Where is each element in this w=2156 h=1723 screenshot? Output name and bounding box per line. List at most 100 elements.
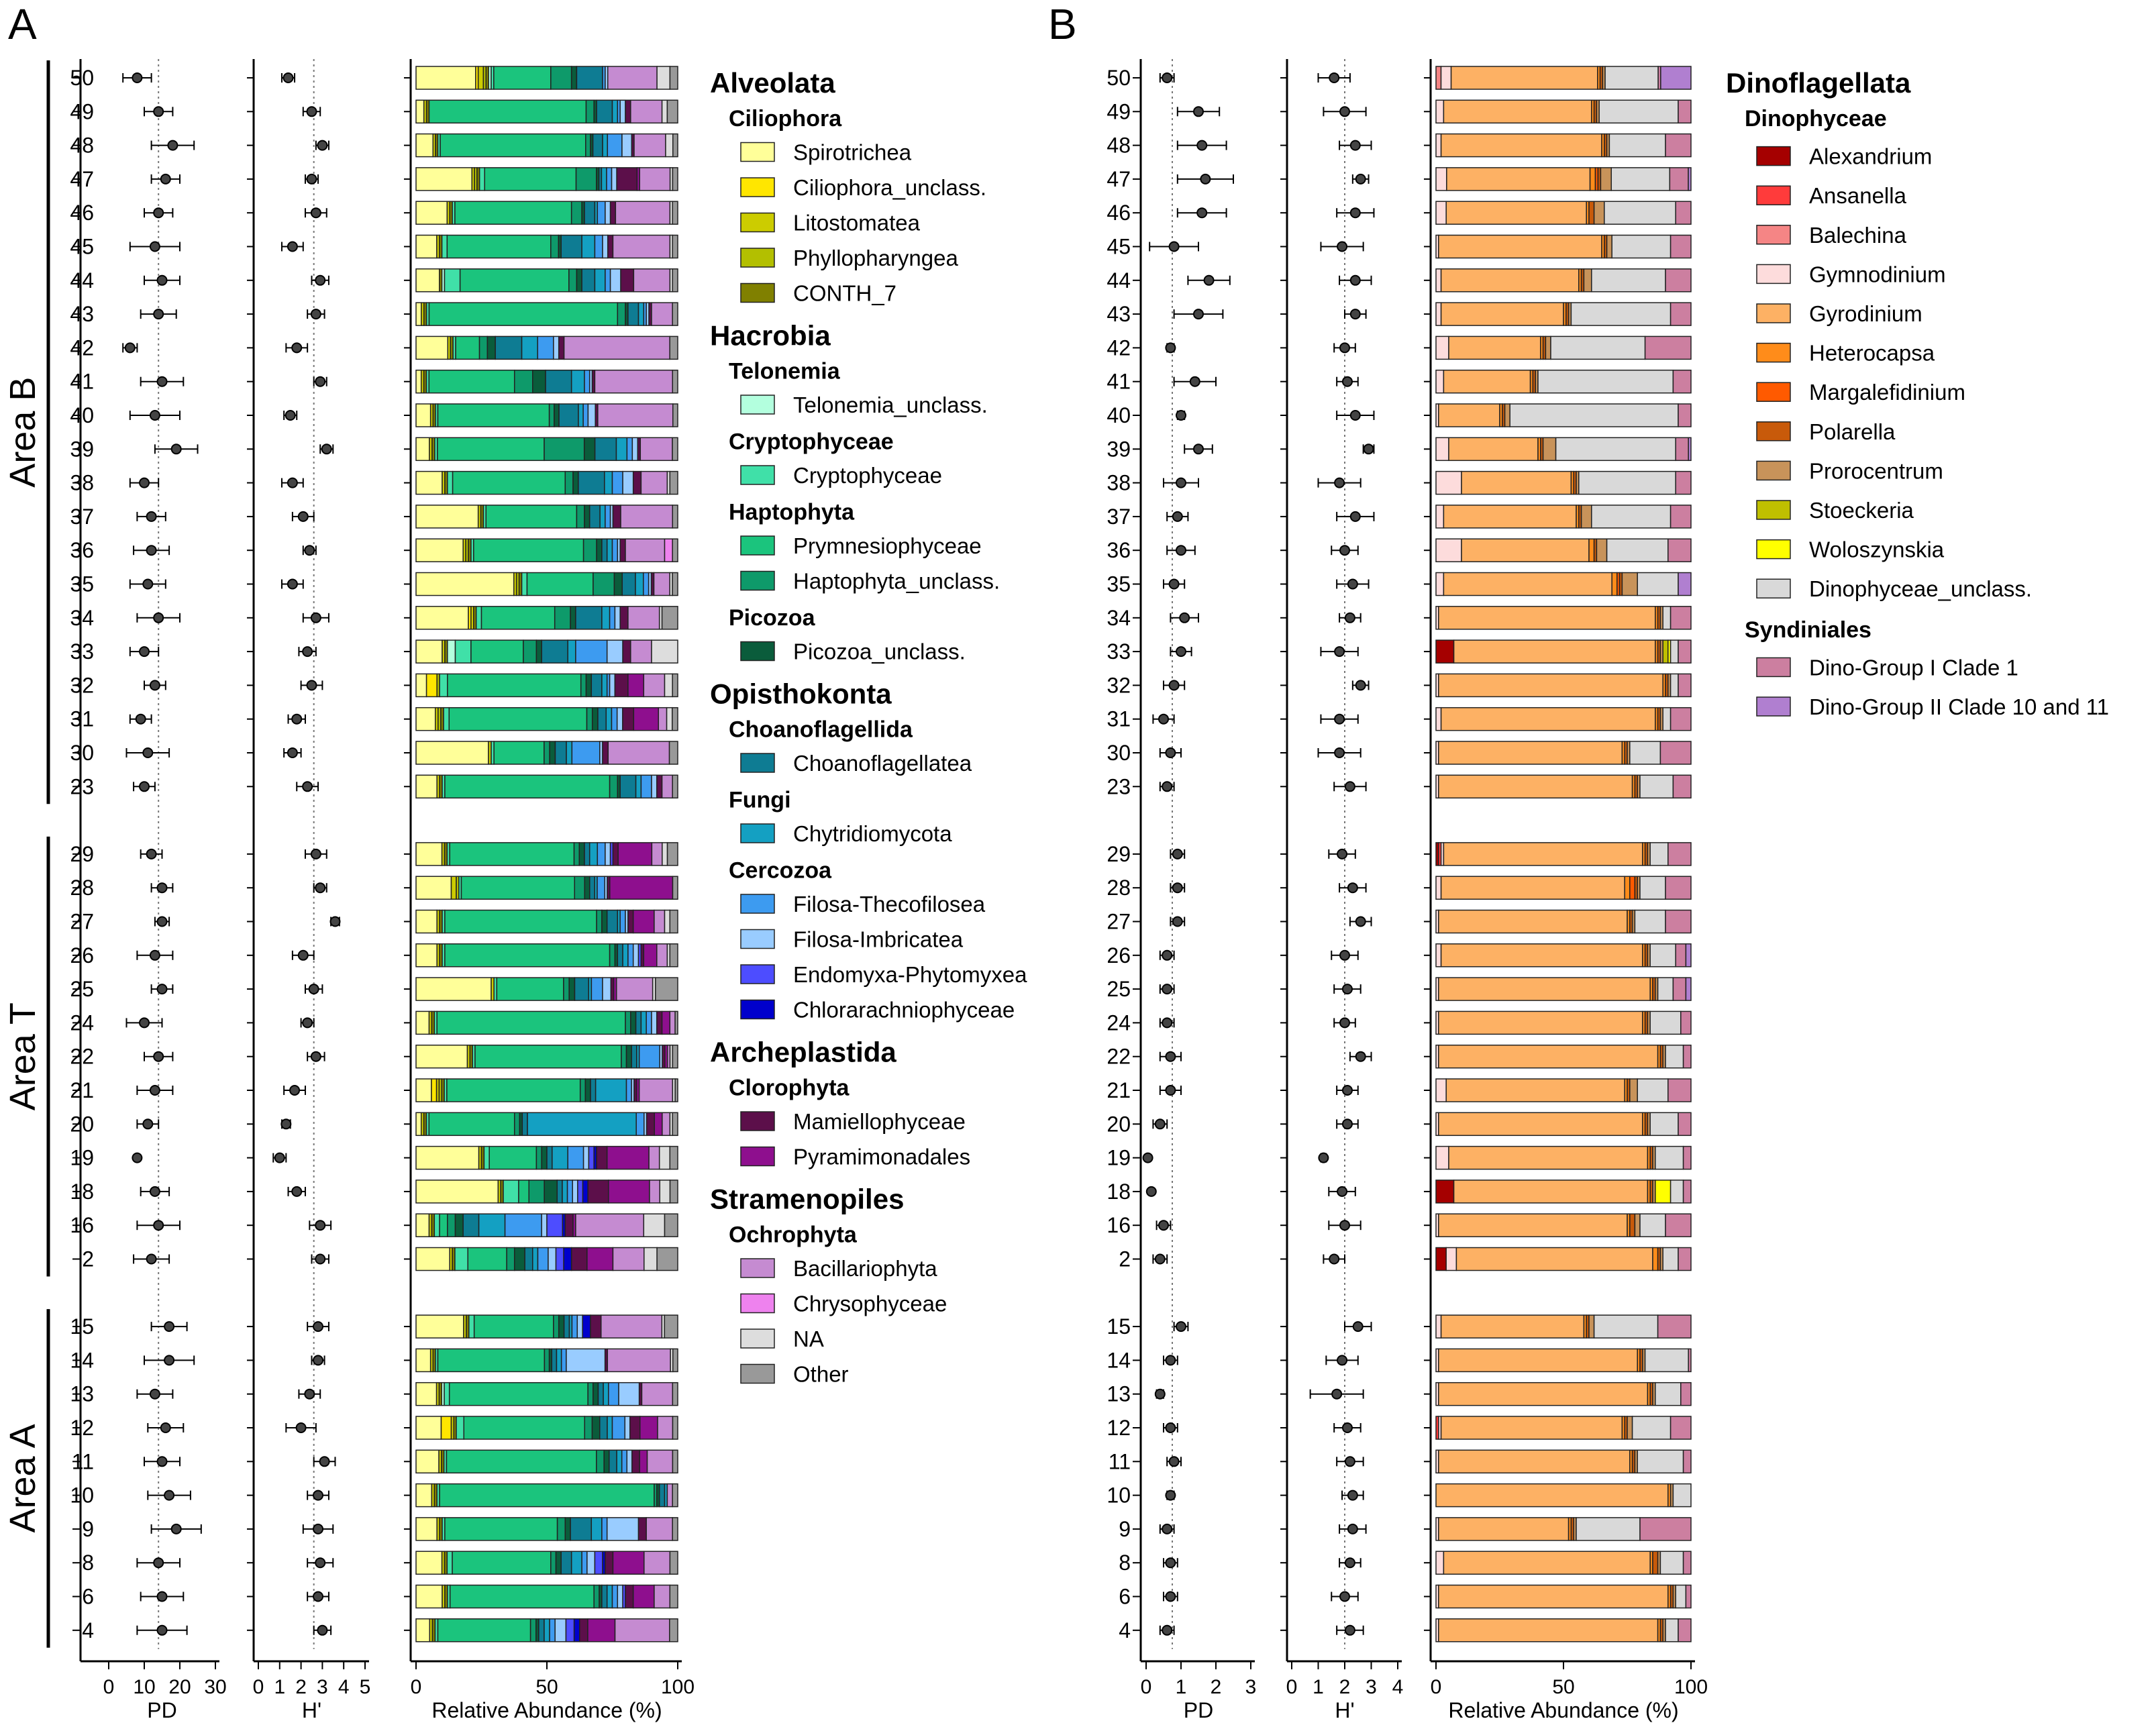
legend-swatch: [740, 964, 775, 984]
abundance-segment: [489, 1145, 537, 1170]
legend-entry-label: Woloszynskia: [1809, 537, 1945, 562]
abundance-segment: [1670, 1180, 1684, 1204]
abundance-segment: [541, 639, 568, 664]
abundance-segment: [576, 1314, 583, 1339]
pd-point: [132, 1152, 143, 1163]
abundance-segment: [496, 977, 564, 1001]
abundance-segment: [415, 1010, 430, 1035]
abundance-segment: [415, 1517, 438, 1541]
abundance-segment: [590, 1078, 597, 1102]
legend-swatch: [1756, 185, 1791, 205]
abundance-segment: [415, 99, 425, 124]
abundance-segment: [503, 1180, 519, 1204]
abundance-segment: [604, 470, 613, 495]
abundance-segment: [415, 268, 440, 293]
abundance-segment: [527, 1112, 637, 1137]
abundance-segment: [620, 268, 635, 293]
abundance-segment: [575, 639, 608, 664]
abundance-segment: [582, 1314, 591, 1339]
pd-point: [153, 207, 164, 219]
h-point: [306, 680, 317, 691]
abundance-segment: [614, 673, 629, 698]
abundance-segment: [669, 1180, 678, 1204]
abundance-segment: [595, 1078, 627, 1102]
abundance-segment: [513, 369, 533, 394]
abundance-segment: [674, 1078, 678, 1102]
abundance-segment: [1443, 369, 1531, 394]
abundance-segment: [415, 741, 489, 765]
abundance-segment: [1678, 99, 1692, 124]
legend-entry-label: Filosa-Imbricatea: [793, 927, 964, 952]
h-point: [1352, 1321, 1364, 1333]
abundance-segment: [1644, 1348, 1689, 1373]
abundance-segment: [1665, 1618, 1679, 1642]
row-label: 34: [1107, 606, 1131, 630]
abundance-segment: [661, 774, 673, 799]
abundance-segment: [607, 741, 670, 765]
abundance-segment: [609, 673, 616, 698]
abundance-segment: [1435, 1483, 1669, 1508]
abundance-segment: [1678, 1618, 1692, 1642]
pd-point: [1142, 1152, 1153, 1163]
abundance-segment: [672, 1517, 678, 1541]
legend-entry-label: Dino-Group I Clade 1: [1809, 655, 2018, 680]
row-label: 46: [1107, 201, 1131, 225]
abundance-segment: [556, 1180, 563, 1204]
h-point: [315, 1220, 326, 1231]
area-label: Area A: [3, 1424, 43, 1532]
abundance-segment: [627, 909, 634, 934]
abundance-segment: [597, 201, 606, 225]
abundance-segment: [672, 1381, 678, 1406]
pd-point: [1165, 1490, 1176, 1501]
abundance-segment: [626, 437, 633, 462]
pd-point: [1200, 173, 1211, 185]
pd-point: [1165, 1422, 1176, 1433]
h-point: [313, 1490, 324, 1501]
pd-point: [160, 173, 171, 185]
abundance-segment: [591, 1517, 603, 1541]
abundance-segment: [1453, 639, 1656, 664]
pd-point: [1193, 309, 1204, 320]
abundance-segment: [581, 234, 596, 259]
h-tick-label: 4: [1392, 1676, 1404, 1698]
abundance-segment: [555, 1247, 564, 1271]
h-point: [289, 1085, 301, 1096]
abundance-segment: [582, 1145, 590, 1170]
abundance-segment: [1435, 572, 1445, 596]
abundance-segment: [576, 268, 582, 293]
legend-entry-label: Ciliophora_unclass.: [793, 175, 986, 200]
abundance-segment: [444, 1381, 450, 1406]
h-point: [313, 1523, 324, 1534]
abundance-segment: [1629, 1078, 1638, 1102]
abundance-segment: [1570, 302, 1672, 326]
pd-point: [167, 140, 178, 151]
row-label: 2: [82, 1247, 94, 1271]
row-label: 38: [1107, 471, 1131, 495]
abundance-segment: [664, 538, 673, 562]
legend-subgroup-label: Cryptophyceae: [729, 429, 894, 455]
row-label: 22: [1107, 1045, 1131, 1069]
abundance-segment: [1682, 1044, 1692, 1069]
abundance-segment: [1438, 1010, 1643, 1035]
abundance-segment: [668, 741, 678, 765]
abundance-segment: [611, 707, 618, 731]
abundance-segment: [639, 1449, 648, 1474]
abundance-segment: [596, 1449, 605, 1474]
h-point: [295, 1422, 307, 1433]
row-label: 18: [1107, 1180, 1131, 1204]
abundance-segment: [615, 201, 671, 225]
abundance-segment: [560, 1348, 567, 1373]
ra-tick-label: 0: [1431, 1676, 1442, 1698]
abundance-segment: [625, 1010, 631, 1035]
abundance-segment: [1443, 505, 1577, 529]
abundance-segment: [1649, 943, 1676, 968]
pd-point: [156, 882, 168, 894]
h-point: [1339, 106, 1350, 117]
abundance-segment: [587, 1180, 609, 1204]
pd-point: [153, 1051, 164, 1062]
abundance-segment: [1593, 1314, 1659, 1339]
abundance-segment: [1682, 1180, 1692, 1204]
abundance-segment: [1604, 66, 1659, 90]
pd-point: [149, 1186, 160, 1197]
abundance-segment: [415, 133, 434, 158]
